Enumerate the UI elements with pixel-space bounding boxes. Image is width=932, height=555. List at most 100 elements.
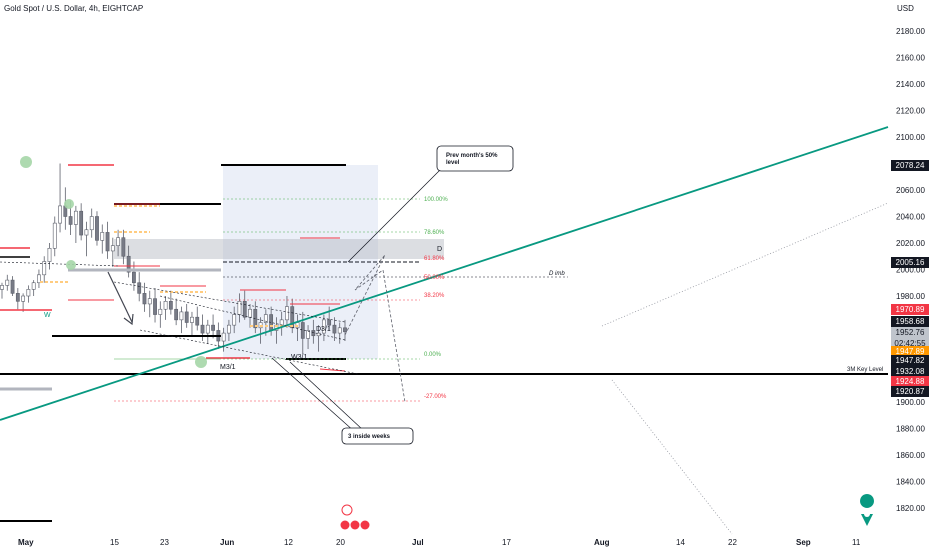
- key-level-label: 3M Key Level: [847, 367, 883, 373]
- y-tick-label: 2100.00: [896, 133, 925, 142]
- x-tick-label: 22: [728, 538, 737, 547]
- x-tick-label: Jul: [412, 538, 424, 547]
- price-tag: 1958.68: [891, 316, 929, 327]
- candle-body: [174, 308, 179, 321]
- x-axis: May 15 23 Jun 12 20 Jul 17 Aug 14 22 Sep 11: [18, 538, 861, 547]
- candle-body: [0, 285, 4, 290]
- location-pin-icon: [864, 511, 870, 517]
- x-tick-label: 17: [502, 538, 511, 547]
- fib-level-label: 0.00%: [424, 352, 442, 358]
- candle-body: [142, 293, 147, 305]
- y-tick-label: 2140.00: [896, 80, 925, 89]
- x-tick-label: 14: [676, 538, 685, 547]
- candle-body: [242, 300, 247, 318]
- candle-body: [321, 319, 326, 334]
- candle-body: [58, 205, 62, 224]
- price-tag: 1920.87: [891, 386, 929, 397]
- x-tick-label: 11: [852, 538, 861, 547]
- w-label: W: [44, 312, 51, 319]
- currency-label: USD: [897, 4, 914, 13]
- price-tag: 1932.08: [891, 366, 929, 377]
- candle-body: [153, 298, 157, 315]
- candle-body: [232, 314, 237, 326]
- d3-label: D3/1: [316, 326, 331, 333]
- candle-body: [211, 324, 215, 331]
- candle-body: [285, 306, 289, 321]
- y-tick-label: 2120.00: [896, 107, 925, 116]
- location-pin-icon[interactable]: [860, 494, 875, 526]
- candle-body: [84, 229, 89, 236]
- candle-body: [300, 322, 305, 339]
- y-tick-label: 2040.00: [896, 213, 925, 222]
- price-tag: 2078.24: [891, 160, 929, 171]
- candle-body: [79, 210, 84, 236]
- marker-circle: [64, 199, 74, 209]
- y-axis: 2180.00 2160.00 2140.00 2120.00 2100.00 2060.…: [896, 27, 925, 513]
- fib-level-label: -27.00%: [424, 394, 447, 400]
- callout-box-prev-month: [436, 145, 514, 172]
- marker-circle: [66, 260, 76, 270]
- m3-label: M3/1: [220, 364, 236, 371]
- candle-body: [26, 289, 31, 297]
- arrow: [107, 271, 133, 323]
- y-tick-label: 2180.00: [896, 27, 925, 36]
- candle-body: [248, 308, 252, 318]
- candle-body: [279, 319, 284, 326]
- price-tag: 1947.82: [891, 355, 929, 366]
- flag-icon[interactable]: [340, 520, 350, 530]
- candle-body: [126, 255, 131, 273]
- flag-icon[interactable]: [350, 520, 360, 530]
- candle-body: [21, 295, 26, 302]
- y-tick-label: 2060.00: [896, 186, 925, 195]
- x-tick-label: 23: [160, 538, 169, 547]
- candle-body: [47, 248, 52, 262]
- teal-trendline: [0, 126, 889, 421]
- y-tick-label: 1820.00: [896, 504, 925, 513]
- fib-level-label: 38.20%: [424, 293, 445, 299]
- lightning-icon[interactable]: [341, 504, 353, 516]
- d-imb-label: D imb: [549, 271, 565, 277]
- callout-box-inside-weeks: [341, 427, 414, 445]
- dotted-channel: [139, 329, 359, 375]
- labels: 100.00% 78.60% 61.80% 50.00% 38.20% 0.00% -27.…: [44, 153, 883, 440]
- candle-body: [343, 327, 347, 333]
- candle-body: [5, 279, 10, 286]
- candle-body: [327, 319, 332, 326]
- price-tag: 02:42:55: [891, 338, 929, 349]
- y-tick-label: 2020.00: [896, 239, 925, 248]
- candle-body: [137, 282, 142, 294]
- candle-body: [110, 245, 115, 252]
- candle-body: [15, 293, 20, 302]
- dotted-channel: [0, 261, 121, 267]
- candle-body: [195, 316, 200, 326]
- y-tick-label: 1900.00: [896, 398, 925, 407]
- y-tick-label: 1860.00: [896, 451, 925, 460]
- callout-line: [347, 167, 443, 263]
- candle-body: [10, 279, 15, 294]
- candle-body: [132, 271, 136, 284]
- candle-body: [168, 300, 173, 310]
- price-tag: 1947.89: [891, 346, 929, 357]
- candle-body: [311, 330, 316, 337]
- w3-label: W3/1: [291, 354, 307, 361]
- chart-title: Gold Spot / U.S. Dollar, 4h, EIGHTCAP: [4, 4, 144, 13]
- candle-body: [306, 330, 310, 339]
- y-tick-label: 2000.00: [896, 266, 925, 275]
- candle-body: [31, 282, 36, 290]
- dotted-channel: [113, 281, 346, 323]
- candle-body: [227, 324, 231, 334]
- x-tick-label: Aug: [594, 538, 610, 547]
- projection-path: [344, 254, 406, 403]
- candle-body: [184, 311, 189, 323]
- price-tag: 1970.89: [891, 304, 929, 315]
- candle-body: [237, 300, 242, 315]
- flag-icon[interactable]: [360, 520, 370, 530]
- x-tick-label: Jun: [220, 538, 234, 547]
- x-tick-label: 12: [284, 538, 293, 547]
- candle-body: [37, 274, 41, 284]
- fib-level-label: 50.00%: [424, 275, 445, 281]
- candle-body: [179, 311, 184, 321]
- imbalance-box: [114, 239, 444, 259]
- candle-body: [190, 316, 194, 323]
